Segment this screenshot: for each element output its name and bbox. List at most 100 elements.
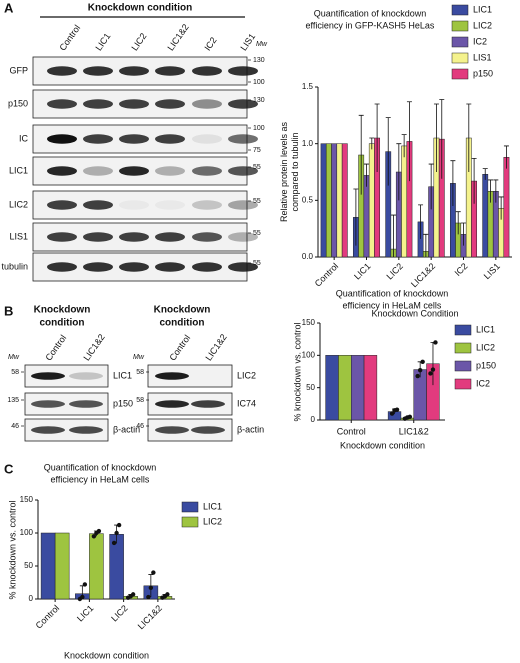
- error-bar: [423, 233, 429, 257]
- legend-label: IC2: [473, 36, 487, 46]
- band: [47, 134, 77, 144]
- row-label: IC74: [237, 398, 256, 408]
- legend-swatch: [454, 360, 472, 372]
- band: [31, 400, 65, 408]
- lane-label: Control: [43, 333, 68, 363]
- x-tick-label: LIC2: [109, 603, 130, 624]
- band: [119, 232, 149, 242]
- marker-label: 75: [253, 147, 261, 154]
- y-tick-label: 0.5: [302, 195, 314, 204]
- error-bar: [428, 163, 434, 210]
- legend-swatch: [451, 52, 469, 64]
- data-point: [394, 407, 400, 412]
- blot-header: condition: [40, 318, 85, 329]
- error-bar: [503, 145, 509, 169]
- blot-header: Knockdown: [34, 305, 91, 316]
- error-bar: [396, 143, 402, 201]
- legend-swatch: [451, 68, 469, 80]
- band: [119, 134, 149, 144]
- band: [119, 262, 149, 272]
- row-label: p150: [8, 98, 28, 108]
- data-point: [116, 522, 122, 528]
- band: [83, 134, 113, 144]
- y-tick-label: 1.0: [302, 139, 314, 148]
- bar: [331, 143, 338, 258]
- error-bar: [455, 211, 461, 235]
- band: [155, 426, 189, 434]
- chart-title: Quantification of knockdown: [336, 288, 449, 298]
- band: [31, 372, 65, 380]
- row-label: IC: [19, 133, 29, 143]
- band: [119, 166, 149, 176]
- band: [155, 134, 185, 144]
- band: [47, 166, 77, 176]
- legend-swatch: [451, 4, 469, 16]
- y-axis-label: compared to tubulin: [290, 132, 300, 211]
- error-bar: [418, 204, 424, 239]
- legend-label: p150: [476, 360, 496, 370]
- error-bar: [493, 179, 499, 203]
- band: [228, 200, 258, 210]
- band: [155, 200, 185, 210]
- data-point: [91, 534, 97, 539]
- blot-frame: [147, 392, 233, 416]
- legend-swatch: [451, 36, 469, 48]
- lane-label: IC2: [202, 35, 218, 52]
- mw-label: Mw: [133, 354, 145, 361]
- error-bar: [364, 163, 369, 187]
- blot-frame: [24, 392, 109, 416]
- data-point: [165, 592, 170, 597]
- x-axis-label: Knockdown Condition: [371, 308, 458, 318]
- band: [192, 200, 222, 210]
- error-bar: [391, 214, 397, 257]
- legend-swatch: [181, 516, 199, 528]
- legend-label: LIC1: [203, 501, 222, 511]
- band: [47, 232, 77, 242]
- legend-swatch: [454, 324, 472, 336]
- legend-label: p150: [473, 68, 493, 78]
- band: [192, 262, 222, 272]
- band: [47, 262, 77, 272]
- band: [119, 66, 149, 76]
- bar: [320, 143, 327, 258]
- row-label: β-actin: [113, 424, 140, 434]
- row-label: LIC1: [9, 165, 28, 175]
- lane-label: Control: [57, 23, 82, 53]
- band: [83, 232, 113, 242]
- x-tick-label: LIC1&2: [409, 261, 437, 289]
- legend-label: LIC2: [476, 342, 495, 352]
- chart-title: efficiency in GFP-KASH5 HeLas: [306, 20, 435, 30]
- x-tick-label: LIC2: [384, 261, 405, 282]
- y-axis-label: Relative protein levels as: [279, 121, 289, 222]
- x-tick-label: Control: [337, 426, 366, 436]
- bar: [338, 355, 352, 421]
- error-bar: [482, 168, 488, 180]
- band: [228, 262, 258, 272]
- panel-label: B: [4, 303, 13, 318]
- row-label: tubulin: [1, 261, 28, 271]
- y-tick-label: 50: [306, 383, 315, 392]
- error-bar: [466, 103, 472, 172]
- bar: [351, 355, 365, 421]
- band: [155, 99, 185, 109]
- mw-label: Mw: [256, 41, 268, 48]
- chart-title: efficiency in HeLaM cells: [343, 300, 442, 310]
- blot-header: Knockdown condition: [88, 3, 192, 14]
- blot-header: condition: [160, 318, 205, 329]
- row-label: LIS1: [9, 231, 28, 241]
- band: [192, 166, 222, 176]
- band: [191, 400, 225, 408]
- error-bar: [450, 160, 456, 206]
- band: [83, 99, 113, 109]
- error-bar: [406, 101, 412, 182]
- marker-label: 58: [136, 369, 144, 376]
- legend-label: LIC2: [473, 20, 492, 30]
- marker-label: 130: [253, 57, 265, 64]
- y-tick-label: 100: [20, 528, 34, 537]
- band: [228, 232, 258, 242]
- band: [47, 200, 77, 210]
- error-bar: [374, 103, 380, 172]
- band: [155, 232, 185, 242]
- error-bar: [488, 179, 494, 203]
